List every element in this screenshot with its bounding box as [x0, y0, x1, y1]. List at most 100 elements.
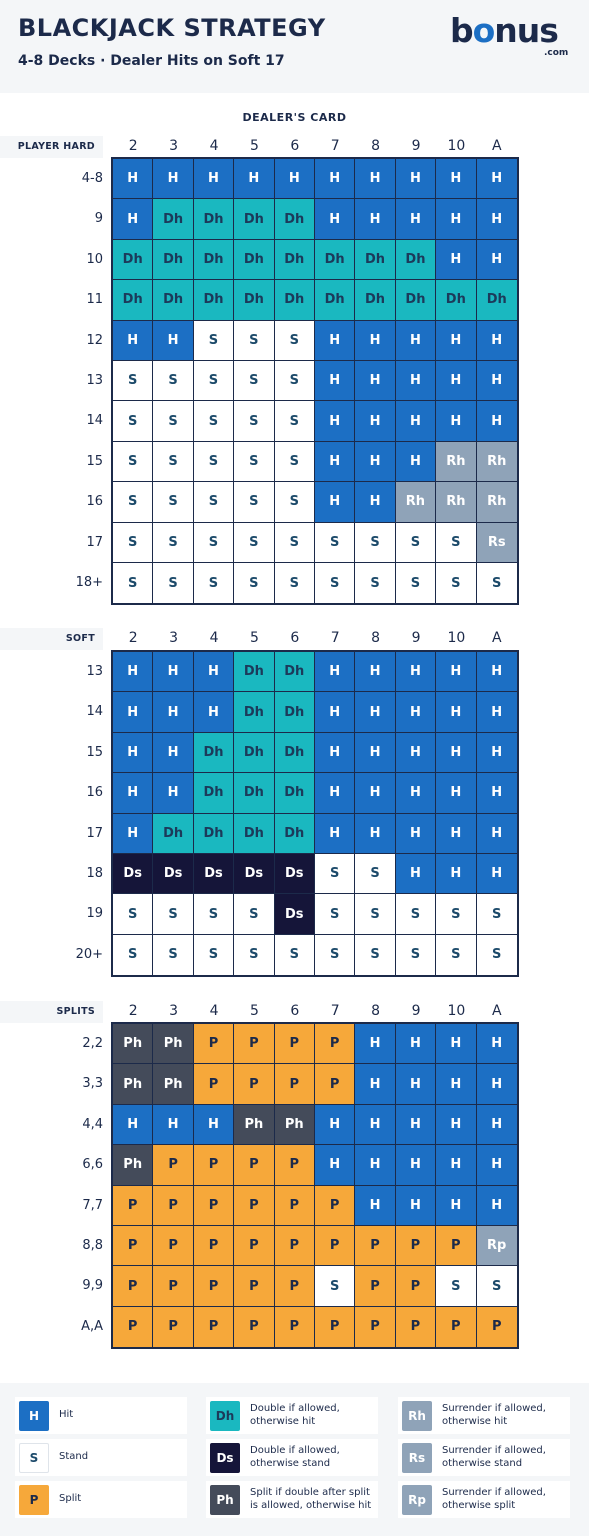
strategy-cell: P: [274, 1064, 315, 1105]
dealer-card-header: 10: [447, 1003, 466, 1019]
strategy-cell: P: [234, 1266, 275, 1307]
strategy-cell: Ph: [113, 1145, 154, 1186]
strategy-cell: H: [395, 773, 437, 814]
strategy-cell: P: [153, 1225, 194, 1267]
strategy-cell: S: [153, 562, 194, 604]
dealer-card-header: 9: [411, 630, 421, 646]
row-label: 16: [86, 494, 103, 510]
strategy-cell: P: [234, 1024, 275, 1065]
strategy-cell: Dh: [436, 280, 477, 321]
legend-swatch: P: [19, 1484, 49, 1515]
strategy-cell: S: [436, 562, 477, 604]
strategy-cell: Dh: [234, 199, 275, 240]
strategy-cell: H: [193, 692, 235, 733]
strategy-cell: H: [314, 773, 356, 814]
strategy-cell: Ph: [234, 1104, 275, 1146]
dealer-card-header: A: [492, 630, 502, 646]
strategy-cell: Dh: [113, 239, 154, 281]
strategy-cell: H: [395, 692, 437, 733]
strategy-cell: P: [274, 1024, 315, 1065]
strategy-cell: H: [476, 1185, 517, 1226]
strategy-cell: H: [436, 813, 477, 854]
dealer-card-header: 5: [249, 138, 259, 154]
strategy-cell: S: [234, 894, 275, 935]
dealer-card-header: 2: [128, 138, 138, 154]
strategy-cell: S: [234, 482, 275, 523]
strategy-cell: H: [436, 1064, 477, 1105]
dealer-card-header: 5: [249, 1003, 259, 1019]
strategy-cell: P: [234, 1185, 275, 1226]
strategy-cell: H: [395, 199, 437, 240]
strategy-cell: Dh: [153, 813, 194, 854]
strategy-cell: S: [314, 562, 356, 604]
strategy-cell: S: [153, 401, 194, 442]
strategy-cell: S: [153, 441, 194, 483]
strategy-cell: H: [436, 692, 477, 733]
strategy-cell: Dh: [193, 280, 235, 321]
dealer-card-header: 6: [290, 138, 300, 154]
strategy-cell: Rp: [476, 1225, 517, 1267]
strategy-cell: H: [395, 320, 437, 361]
strategy-cell: S: [193, 562, 235, 604]
strategy-cell: H: [436, 239, 477, 281]
legend-text: Double if allowed, otherwise hit: [250, 1403, 340, 1427]
strategy-cell: H: [476, 239, 517, 281]
strategy-cell: Dh: [234, 652, 275, 693]
strategy-cell: S: [355, 522, 396, 563]
strategy-cell: S: [314, 853, 356, 895]
row-label: 14: [86, 704, 103, 720]
strategy-cell: P: [153, 1266, 194, 1307]
strategy-cell: S: [113, 894, 154, 935]
strategy-grid: H H H Dh Dh H H H H H H H H Dh Dh H H H H H H H Dh Dh Dh H H H H H H H D…: [111, 650, 519, 978]
strategy-cell: S: [274, 401, 315, 442]
strategy-cell: H: [193, 159, 235, 200]
dealer-card-header: 4: [209, 630, 219, 646]
row-label: 15: [86, 453, 103, 469]
strategy-cell: Rh: [395, 482, 437, 523]
strategy-cell: S: [113, 441, 154, 483]
logo-text: bonus: [450, 11, 559, 50]
strategy-cell: Ds: [153, 853, 194, 895]
strategy-cell: H: [153, 732, 194, 774]
section-label: SOFT: [0, 628, 103, 650]
strategy-cell: S: [113, 482, 154, 523]
strategy-cell: H: [395, 401, 437, 442]
strategy-cell: H: [314, 482, 356, 523]
strategy-cell: P: [476, 1306, 517, 1348]
dealer-card-header: 3: [169, 1003, 179, 1019]
strategy-cell: H: [153, 692, 194, 733]
strategy-cell: Dh: [234, 773, 275, 814]
strategy-cell: S: [476, 934, 517, 976]
strategy-cell: H: [355, 1024, 396, 1065]
strategy-cell: H: [355, 813, 396, 854]
strategy-cell: S: [153, 894, 194, 935]
strategy-cell: H: [476, 360, 517, 402]
strategy-cell: P: [355, 1306, 396, 1348]
strategy-cell: Ds: [113, 853, 154, 895]
strategy-cell: S: [193, 482, 235, 523]
strategy-cell: P: [395, 1306, 437, 1348]
strategy-cell: H: [314, 1104, 356, 1146]
dealer-card-header: 3: [169, 138, 179, 154]
strategy-cell: H: [355, 1145, 396, 1186]
strategy-cell: H: [355, 1185, 396, 1226]
row-label: 7,7: [82, 1197, 103, 1213]
row-label: 4-8: [81, 171, 103, 186]
strategy-cell: H: [395, 853, 437, 895]
strategy-cell: P: [314, 1064, 356, 1105]
strategy-cell: Dh: [395, 280, 437, 321]
strategy-cell: H: [113, 1104, 154, 1146]
strategy-cell: Dh: [153, 199, 194, 240]
strategy-cell: H: [395, 813, 437, 854]
strategy-cell: H: [476, 1104, 517, 1146]
dealer-card-header: 4: [209, 1003, 219, 1019]
strategy-cell: P: [395, 1266, 437, 1307]
strategy-cell: H: [234, 159, 275, 200]
strategy-cell: H: [436, 1024, 477, 1065]
strategy-cell: P: [153, 1145, 194, 1186]
strategy-cell: H: [395, 1145, 437, 1186]
strategy-cell: Ph: [113, 1064, 154, 1105]
strategy-cell: H: [314, 1145, 356, 1186]
bonus-logo[interactable]: bonus: [450, 11, 559, 50]
strategy-cell: H: [476, 813, 517, 854]
